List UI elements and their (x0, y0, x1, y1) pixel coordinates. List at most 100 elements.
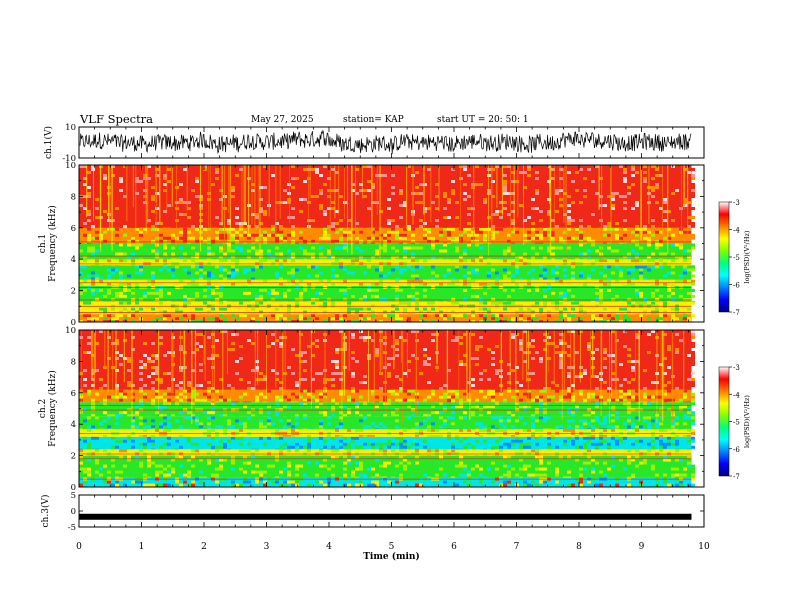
spec-cell (211, 180, 215, 183)
spec-cell (459, 198, 463, 201)
spec-cell (271, 313, 275, 315)
spec-cell (663, 183, 667, 186)
spec-cell (423, 198, 427, 201)
spec-cell (219, 310, 223, 314)
spec-cell (315, 183, 319, 186)
spec-cell (243, 233, 247, 237)
spec-cell (363, 317, 367, 321)
spec-cell (499, 246, 503, 250)
spec-cell (379, 271, 383, 275)
spec-cell (579, 213, 583, 216)
spec-cell (255, 171, 259, 174)
spec-cell (315, 255, 319, 259)
spec-cell (359, 297, 363, 301)
spec-cell (455, 310, 459, 314)
spec-cell (427, 239, 431, 243)
spec-cell (103, 201, 107, 204)
spec-cell (539, 297, 543, 301)
spec-cell (519, 207, 523, 210)
spec-cell (663, 274, 667, 278)
spec-cell (331, 317, 335, 321)
spec-cell (483, 180, 487, 183)
spec-cell (183, 314, 187, 318)
spec-cell (131, 291, 135, 295)
spec-cell (183, 165, 187, 168)
spec-cell (543, 317, 547, 321)
spec-cell (131, 294, 135, 298)
spec-cell (147, 268, 151, 272)
spec-cell (679, 313, 683, 315)
spec-cell (515, 230, 519, 234)
spec-cell (151, 252, 155, 256)
spec-cell (563, 201, 567, 204)
spec-cell (575, 301, 579, 305)
spec-cell (655, 310, 659, 314)
spec-cell (363, 201, 367, 204)
spec-cell (355, 282, 359, 286)
spec-cell (131, 252, 135, 256)
spec-cell (295, 294, 299, 298)
spec-cell (447, 301, 451, 305)
spec-cell (211, 291, 215, 295)
spec-cell (335, 213, 339, 216)
spec-cell (583, 249, 587, 253)
spec-cell (479, 230, 483, 234)
spec-cell (487, 243, 491, 247)
spec-cell (99, 277, 103, 280)
spec-cell (351, 233, 355, 237)
spec-cell (523, 171, 527, 174)
spec-cell (571, 189, 575, 192)
spec-cell (415, 277, 419, 280)
spec-cell (379, 301, 383, 305)
spec-cell (95, 259, 99, 263)
spec-cell (583, 189, 587, 192)
spec-cell (159, 277, 163, 280)
spec-cell (207, 252, 211, 256)
spec-cell (299, 252, 303, 256)
spec-cell (219, 320, 223, 322)
spec-cell (615, 233, 619, 237)
spec-cell (159, 186, 163, 189)
spec-cell (311, 282, 315, 286)
spec-cell (551, 213, 555, 216)
spec-cell (147, 291, 151, 295)
spec-cell (611, 236, 615, 240)
spec-cell (667, 258, 671, 260)
spec-cell (503, 198, 507, 201)
spec-cell (579, 279, 583, 283)
spec-cell (123, 317, 127, 321)
spec-cell (299, 201, 303, 204)
spec-cell (463, 317, 467, 321)
spec-cell (323, 207, 327, 210)
spec-cell (611, 171, 615, 174)
spec-cell (527, 174, 531, 177)
spec-cell (251, 297, 255, 301)
spec-cell (83, 225, 87, 228)
spec-cell (151, 239, 155, 243)
spec-cell (495, 249, 499, 253)
spec-cell (483, 168, 487, 171)
spec-cell (491, 195, 495, 198)
spec-cell (127, 219, 131, 222)
spec-cell (203, 301, 207, 305)
spec-cell (339, 243, 343, 247)
spec-cell (659, 180, 663, 183)
spec-cell (435, 242, 439, 244)
spec-cell (435, 219, 439, 222)
spec-cell (247, 277, 251, 280)
spec-cell (427, 219, 431, 222)
spec-cell (431, 168, 435, 171)
spec-cell (435, 177, 439, 180)
spec-cell (195, 282, 199, 286)
spec-cell (215, 180, 219, 183)
spec-cell (679, 268, 683, 272)
spec-cell (603, 271, 607, 275)
spec-cell (183, 242, 187, 244)
spec-cell (79, 183, 83, 186)
spec-cell (91, 242, 95, 244)
spec-cell (303, 180, 307, 183)
spec-cell (427, 189, 431, 192)
spec-cell (487, 168, 491, 171)
spec-cell (663, 279, 667, 283)
spec-cell (79, 255, 83, 259)
